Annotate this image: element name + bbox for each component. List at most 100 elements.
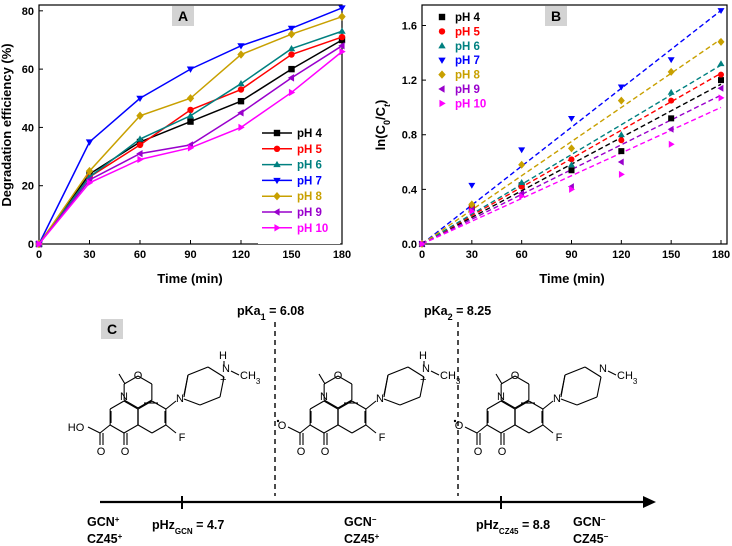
data-point	[667, 67, 675, 76]
legend-marker	[273, 192, 281, 201]
y-tick-label: 1.6	[402, 20, 417, 32]
bond	[287, 426, 301, 434]
atom-label: O	[455, 420, 464, 432]
bond	[87, 426, 101, 434]
data-point	[617, 96, 625, 105]
data-point	[136, 95, 144, 102]
x-tick-label: 150	[662, 249, 680, 261]
right-surface-charge: GCN−	[573, 515, 606, 530]
atom-label: O	[278, 420, 287, 432]
x-tick-label: 90	[184, 249, 196, 261]
data-point	[618, 148, 625, 155]
legend-label: pH 6	[455, 41, 480, 53]
y-tick-label: 80	[22, 6, 34, 18]
atom-label: O	[334, 370, 343, 382]
data-point	[338, 12, 346, 21]
atom-label: HO	[68, 422, 85, 434]
data-point	[568, 167, 575, 174]
data-point	[187, 118, 194, 125]
atom-label: O	[474, 446, 483, 458]
bond	[109, 400, 125, 410]
methyl-group: CH3	[440, 370, 461, 386]
x-tick-label: 120	[612, 249, 630, 261]
data-point	[288, 88, 296, 97]
data-point	[237, 50, 245, 59]
data-point	[136, 141, 144, 149]
bond	[323, 424, 339, 434]
fit-line	[421, 106, 722, 245]
x-tick-label: 90	[565, 249, 577, 261]
y-tick-label: 0.4	[402, 184, 418, 196]
x-tick-label: 150	[282, 249, 300, 261]
bond	[337, 375, 353, 385]
legend-marker	[273, 145, 281, 152]
ph-axis-arrowhead	[643, 496, 656, 508]
bond	[365, 424, 377, 434]
atom-label: O	[498, 446, 507, 458]
chart-a-legend-bg	[258, 127, 340, 244]
data-point	[617, 131, 625, 138]
data-point	[568, 156, 575, 163]
atom-label: N	[376, 393, 384, 405]
bond	[183, 374, 189, 396]
atom-label: H	[219, 350, 227, 362]
data-point	[237, 43, 245, 50]
chart-b-xlabel: Time (min)	[539, 271, 605, 286]
bond	[419, 376, 425, 398]
bond	[165, 400, 177, 410]
data-point	[667, 57, 675, 64]
bond	[430, 370, 440, 376]
atom-label: O	[121, 446, 130, 458]
bond	[137, 375, 153, 385]
data-point	[569, 185, 575, 193]
legend-label: pH 9	[297, 207, 322, 219]
data-point	[237, 79, 245, 87]
legend-label: pH 5	[297, 144, 323, 156]
atom-label: O	[297, 446, 306, 458]
x-tick-label: 180	[712, 249, 730, 261]
legend-label: pH 10	[297, 223, 328, 235]
bond	[323, 375, 339, 385]
data-point	[187, 144, 195, 152]
atom-label: F	[379, 432, 386, 444]
data-point	[568, 144, 575, 153]
bond	[207, 366, 225, 378]
chart-b-legend: pH 4 pH 5 pH 6 pH 7 pH 8 pH 9 pH 10	[438, 12, 486, 110]
middle-drug-charge: CZ45+	[344, 532, 380, 546]
y-tick-label: 1.2	[402, 75, 417, 87]
pka2-label: pKa2 = 8.25	[424, 304, 491, 322]
legend-marker	[438, 42, 446, 49]
legend-marker	[439, 99, 446, 108]
bond	[387, 366, 409, 376]
panel-a-label-bg	[172, 6, 194, 26]
data-point	[717, 60, 725, 67]
bond	[351, 424, 367, 434]
legend-label: pH 6	[297, 160, 322, 172]
right-drug-charge: CZ45−	[573, 532, 609, 546]
legend-marker	[274, 224, 281, 232]
bond	[560, 374, 566, 396]
bond	[137, 424, 153, 434]
bond	[486, 424, 502, 434]
atom-label: N	[222, 363, 230, 375]
atom-label: N	[553, 393, 561, 405]
data-point	[718, 71, 724, 78]
data-point	[568, 115, 575, 122]
middle-surface-charge: GCN−	[344, 515, 377, 530]
bond	[199, 396, 221, 406]
bond	[576, 396, 598, 406]
chart-a-xlabel: Time (min)	[157, 271, 223, 286]
fit-line	[421, 64, 722, 245]
bond	[123, 375, 139, 385]
bond	[219, 376, 225, 398]
data-point	[718, 77, 724, 84]
bond	[187, 366, 209, 376]
methyl-group: CH3	[617, 370, 638, 386]
bond	[323, 399, 339, 409]
data-point	[717, 84, 724, 92]
data-point	[338, 42, 345, 50]
bond	[118, 373, 126, 385]
bond	[337, 424, 353, 434]
